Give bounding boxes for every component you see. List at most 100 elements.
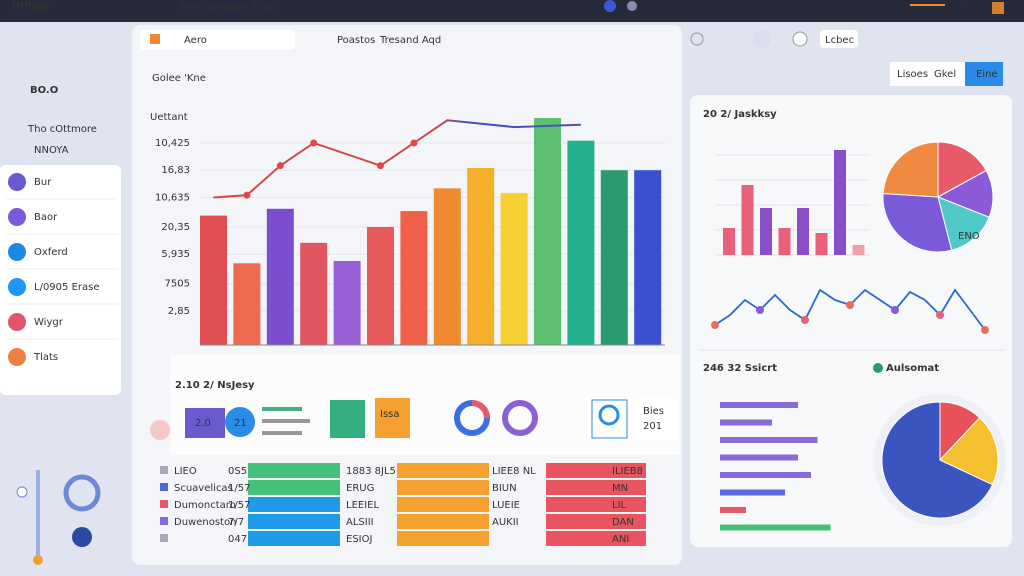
trend-point [377,162,384,170]
label: ANI [612,534,629,545]
bar [433,188,461,345]
trend-point [276,162,284,170]
hbar [720,472,811,478]
knob[interactable] [72,527,92,547]
table-cell [397,497,489,512]
table-cell [546,531,646,546]
bar [797,208,809,255]
hbar [720,454,798,461]
label: LIEO [174,466,197,477]
bar [600,170,628,345]
label: Tlats [33,352,58,363]
label: BIUN [492,483,517,494]
row-icon [160,466,168,474]
summary-tile [330,400,365,438]
label: DAN [612,517,634,528]
label: Aero [184,35,207,46]
icon[interactable] [690,32,704,46]
table-cell [248,514,340,529]
label: 1883 8JL5 [346,466,396,477]
bar [233,263,261,345]
label: ILIEB8 [612,466,643,477]
menu-card [0,165,121,395]
label: LUEIE [492,500,520,511]
table-cell [546,463,646,478]
label: BO.O [30,85,58,96]
bar [500,192,528,345]
bar [367,226,394,345]
label: Issa [380,409,400,420]
label: Aulsomat [886,363,939,374]
bar [534,118,561,345]
icon[interactable] [792,31,808,47]
label: Lcbec [825,35,854,46]
trend-point [310,139,318,147]
label: 5,935 [161,249,190,260]
label: 21 [234,418,247,429]
search-box[interactable] [140,30,295,50]
hbar [720,402,798,408]
table-cell [397,531,489,546]
trend-point [243,191,251,199]
label: ALSIII [346,517,374,528]
action-primary[interactable] [965,62,1003,86]
label: Duwenoston [174,517,236,528]
label: 7505 [165,279,190,290]
table-cell [248,531,340,546]
pie-slice [937,141,987,198]
donut [502,400,538,436]
pie-slice [882,141,939,198]
label: Baor [34,212,58,223]
menu-icon [8,208,26,226]
slider-thumb[interactable] [33,555,43,565]
label: NHI Cuiowoke Fvall [180,2,276,13]
bar [200,215,227,345]
table-cell [248,480,340,495]
spark-point [846,301,854,309]
label: 1/57 [228,483,250,494]
label: Scuavelicas [174,483,233,494]
icon[interactable] [753,30,771,48]
label: Gkel [934,69,956,80]
pie-slice [939,417,999,486]
summary-tile [225,407,255,437]
bar [741,185,754,255]
table-cell [546,497,646,512]
donut [471,400,490,419]
label: 2.0 [195,418,211,429]
spark-point [936,311,944,319]
button[interactable] [820,30,858,48]
spark-point [756,306,764,314]
label: ESIOJ [346,534,372,545]
label: 7/7 [228,517,244,528]
table-cell [397,463,489,478]
label: 10,635 [155,192,190,203]
label: 201 [643,421,662,432]
summary-tile [375,398,410,438]
table-cell [397,480,489,495]
bar [815,233,828,255]
hbar [720,524,831,531]
bar [567,140,595,345]
label: 20 2/ Jaskksy [703,109,777,120]
line-icon [262,407,302,411]
knob[interactable] [63,474,101,512]
row-icon [160,500,168,508]
bar [778,228,791,255]
label: 10,425 [155,138,190,149]
label: Lisoes [897,69,928,80]
label: 0S5 [228,466,247,477]
bar [760,208,772,255]
line-icon [262,419,310,423]
label: ENO [958,231,980,242]
bar [300,242,328,345]
label: Poastos [337,35,375,46]
label: LIEE8 NL [492,466,536,477]
label: Golee 'Kne [152,73,206,84]
slider-thumb[interactable] [16,486,28,498]
table-cell [546,480,646,495]
menu-icon [8,173,26,191]
bar [266,208,294,345]
